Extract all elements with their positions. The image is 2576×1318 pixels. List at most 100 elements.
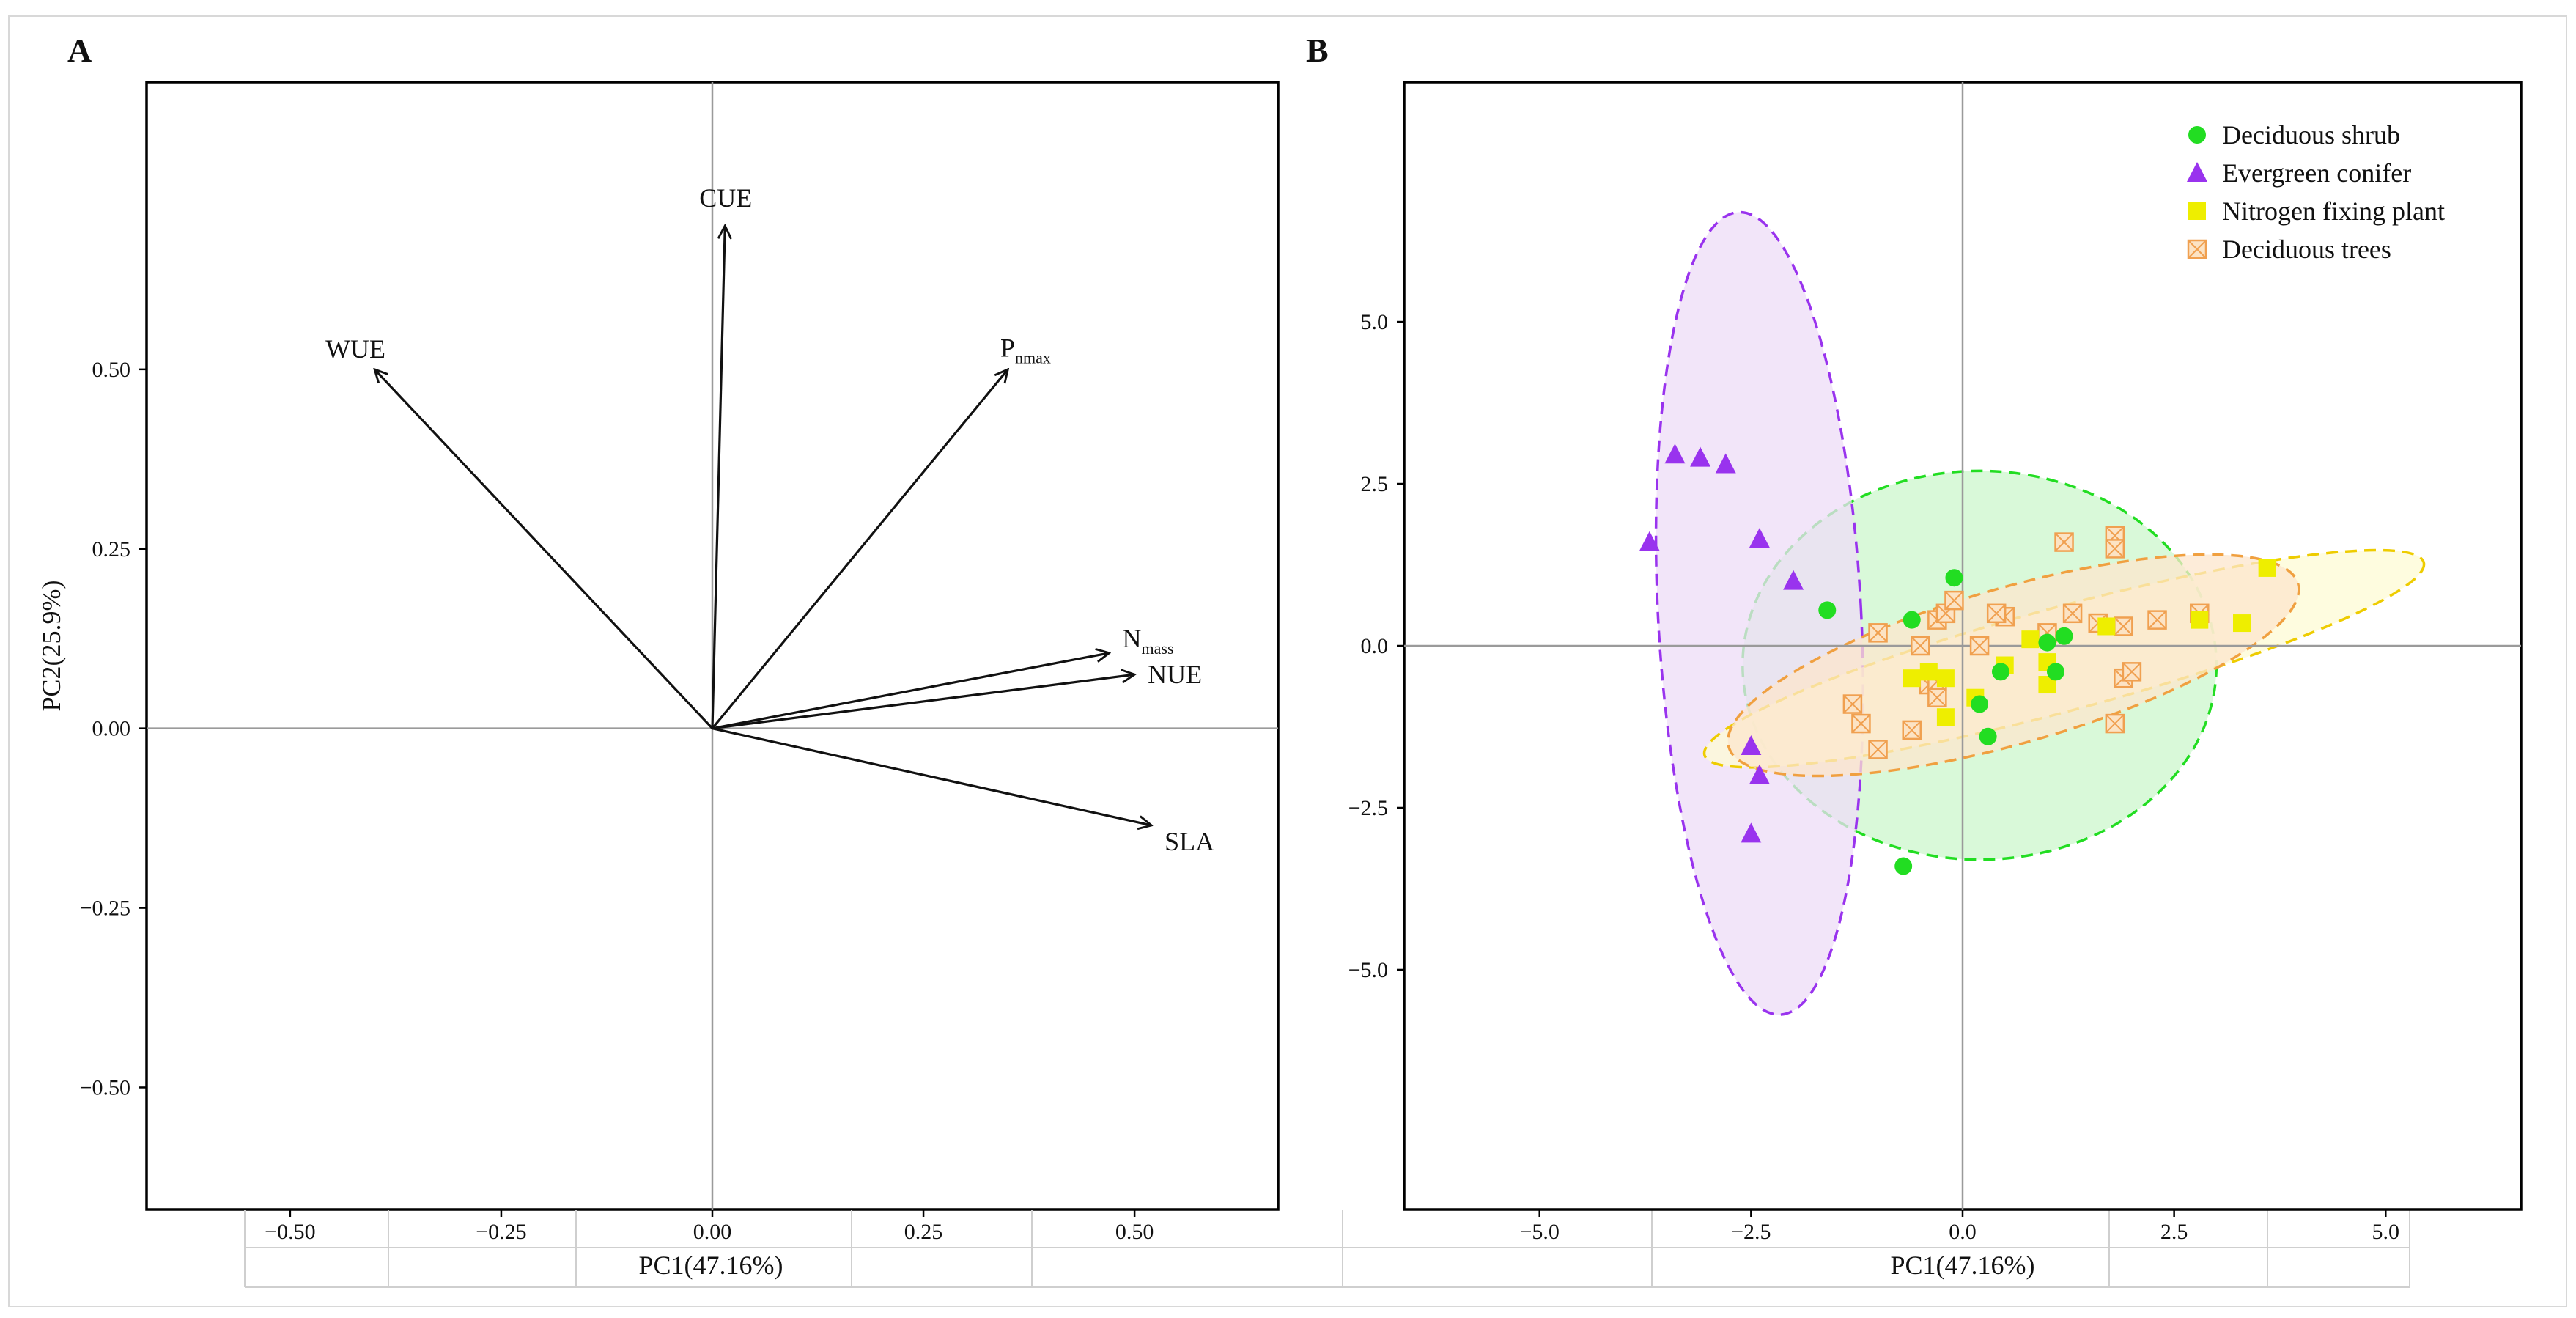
vector-nue (712, 674, 1134, 730)
point-deciduous-shrub (1991, 663, 2009, 681)
legend-marker-deciduous-trees (2187, 239, 2207, 259)
vector-label-pnmax: Pnmax (1000, 334, 1051, 367)
point-evergreen-conifer (1749, 528, 1770, 548)
panel-a-y-tick-label: 0.00 (92, 717, 131, 741)
point-deciduous-shrub (1971, 695, 1989, 713)
point-deciduous-trees (2105, 713, 2125, 734)
panel-a-x-tick-label: −0.50 (265, 1220, 315, 1244)
panel-b-x-tick-label: 5.0 (2372, 1220, 2400, 1244)
panel-a-y-tick-label: −0.50 (80, 1075, 130, 1100)
legend-marker-deciduous-shrub (2188, 126, 2206, 144)
point-deciduous-shrub (1818, 601, 1837, 619)
panel-a-y-tick-label: 0.50 (92, 358, 131, 382)
bottom-table-grid (244, 1210, 2410, 1288)
point-deciduous-trees (1851, 713, 1871, 734)
point-nitrogen-fixing-plant (2233, 614, 2251, 633)
point-deciduous-shrub (1945, 569, 1963, 587)
point-evergreen-conifer (1749, 764, 1770, 784)
panel-b-y-tick-label: 5.0 (1361, 310, 1389, 334)
point-evergreen-conifer (1639, 531, 1660, 551)
legend-label-evergreen-conifer: Evergreen conifer (2222, 158, 2411, 188)
panel-b-x-tick-label: −5.0 (1520, 1220, 1560, 1244)
vector-label-sla: SLA (1165, 827, 1214, 856)
panel-a-letter: A (67, 32, 92, 69)
point-nitrogen-fixing-plant (2097, 617, 2116, 636)
point-nitrogen-fixing-plant (1936, 708, 1955, 726)
vector-label-nmass: Nmass (1123, 624, 1174, 658)
vector-wue (374, 369, 714, 729)
point-deciduous-trees (1911, 636, 1930, 656)
point-deciduous-trees (2054, 532, 2074, 552)
panel-a-x-tick-label: 0.50 (1115, 1220, 1154, 1244)
vector-cue (711, 226, 725, 729)
point-evergreen-conifer (1741, 822, 1762, 843)
point-deciduous-trees (1969, 636, 1990, 656)
vector-label-nue: NUE (1148, 660, 1202, 689)
panel-a-y-tick-label: −0.25 (80, 897, 130, 921)
vector-label-wue: WUE (325, 334, 385, 364)
point-nitrogen-fixing-plant (2021, 630, 2040, 649)
panel-b-x-tick-label: 2.5 (2160, 1220, 2188, 1244)
point-deciduous-shrub (2038, 633, 2056, 652)
point-deciduous-trees (1986, 603, 2007, 624)
panel-a-x-tick-label: 0.00 (693, 1220, 732, 1244)
point-evergreen-conifer (1741, 735, 1762, 756)
vector-sla (712, 727, 1151, 825)
point-nitrogen-fixing-plant (1919, 663, 1938, 681)
panel-b-ellipses (1654, 210, 2426, 1016)
point-deciduous-trees (1868, 623, 1888, 643)
point-evergreen-conifer (1715, 453, 1736, 474)
point-deciduous-trees (2062, 603, 2083, 624)
point-deciduous-trees (2122, 662, 2142, 682)
point-deciduous-shrub (2055, 627, 2073, 645)
point-deciduous-shrub (1894, 857, 1913, 875)
point-evergreen-conifer (1690, 446, 1711, 467)
panel-a-y-axis-title: PC2(25.9%) (37, 581, 66, 712)
legend-label-nitrogen-fixing-plant: Nitrogen fixing plant (2222, 196, 2445, 226)
point-nitrogen-fixing-plant (1936, 669, 1955, 688)
panel-b-legend: Deciduous shrub Evergreen conifer Nitrogen… (2187, 120, 2445, 264)
point-deciduous-trees (1842, 694, 1863, 714)
legend-marker-nitrogen-fixing-plant (2188, 202, 2206, 220)
point-deciduous-shrub (2047, 663, 2064, 681)
panel-b-x-tick-label: −2.5 (1731, 1220, 1771, 1244)
legend-label-deciduous-trees: Deciduous trees (2222, 235, 2391, 264)
panel-b-ticks: −5.0 −2.5 0.0 2.5 5.0 −5.0 −2.5 0.0 2.5 5.0 (1348, 82, 2521, 1244)
point-evergreen-conifer (1783, 570, 1804, 590)
panel-a-y-tick-label: 0.25 (92, 537, 131, 562)
point-deciduous-trees (2147, 610, 2167, 630)
legend-marker-evergreen-conifer (2187, 162, 2207, 182)
panel-b-y-tick-label: −5.0 (1348, 958, 1388, 982)
point-nitrogen-fixing-plant (2258, 559, 2276, 577)
point-evergreen-conifer (1664, 443, 1686, 464)
point-deciduous-trees (2114, 616, 2133, 636)
point-deciduous-shrub (1903, 611, 1921, 629)
panel-a-ticks: −0.50 −0.25 0.00 0.25 0.50 −0.50 −0.25 0.00 0.25… (80, 82, 1278, 1244)
point-deciduous-trees (1944, 590, 1964, 611)
panel-b-x-axis-title: PC1(47.16%) (1891, 1251, 2035, 1280)
panel-a-x-tick-label: 0.25 (904, 1220, 943, 1244)
panel-a-x-axis-title: PC1(47.16%) (639, 1251, 783, 1280)
vector-pnmax (711, 369, 1008, 729)
ellipse-evergreen-conifer (1654, 210, 1864, 1016)
panel-b-x-tick-label: 0.0 (1949, 1220, 1977, 1244)
point-nitrogen-fixing-plant (2191, 611, 2209, 629)
panel-b-y-tick-label: 2.5 (1361, 472, 1389, 496)
panel-a-biplot: −0.50 −0.25 0.00 0.25 0.50 −0.50 −0.25 0.00 0.25… (37, 81, 1280, 1244)
panel-b-letter: B (1306, 32, 1329, 69)
point-deciduous-trees (2105, 539, 2125, 559)
panel-b-y-tick-label: 0.0 (1361, 634, 1389, 658)
point-deciduous-shrub (1979, 727, 1997, 745)
point-deciduous-trees (1902, 720, 1922, 740)
vector-label-cue: CUE (699, 183, 752, 213)
vector-nmass (712, 653, 1110, 730)
panel-a-x-tick-label: −0.25 (476, 1220, 526, 1244)
point-deciduous-trees (1868, 740, 1888, 759)
point-nitrogen-fixing-plant (1903, 669, 1921, 688)
figure-border (8, 15, 2567, 1307)
panel-b-y-tick-label: −2.5 (1348, 796, 1388, 820)
panel-b-points (1639, 443, 2276, 875)
panel-b-scatter: −5.0 −2.5 0.0 2.5 5.0 −5.0 −2.5 0.0 2.5 5.0 Decid… (1348, 81, 2523, 1244)
